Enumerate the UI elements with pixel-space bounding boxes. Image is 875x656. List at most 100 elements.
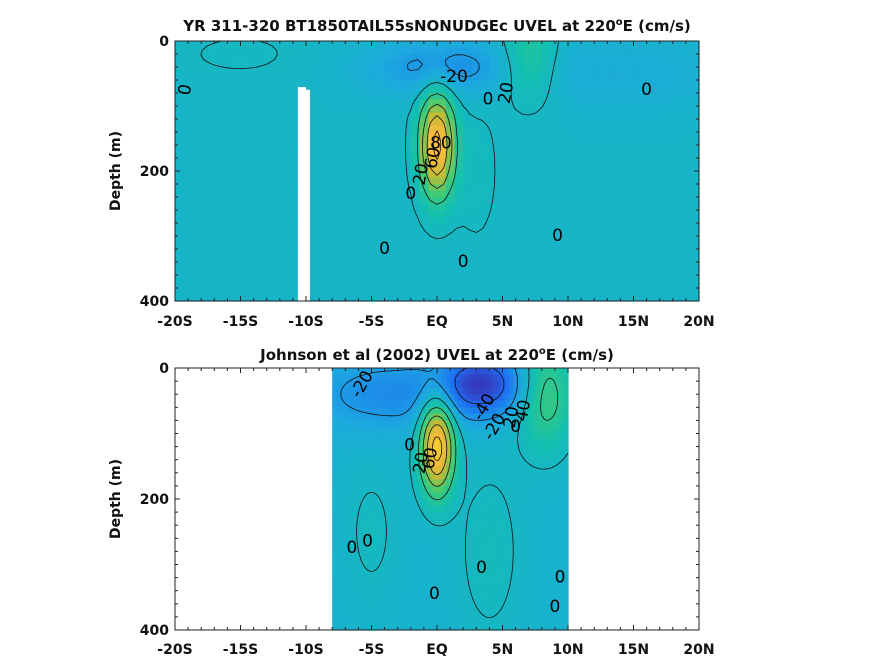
heatmap-cell bbox=[244, 255, 255, 263]
heatmap-cell bbox=[620, 158, 630, 166]
heatmap-cell bbox=[347, 420, 353, 428]
heatmap-cell bbox=[340, 158, 351, 166]
heatmap-cell bbox=[340, 86, 351, 94]
heatmap-cell bbox=[418, 577, 424, 585]
heatmap-cell bbox=[336, 420, 341, 428]
heatmap-cell bbox=[288, 47, 298, 55]
heatmap-cell bbox=[314, 125, 325, 133]
heatmap-cell bbox=[175, 203, 185, 211]
heatmap-cell bbox=[209, 106, 220, 114]
heatmap-cell bbox=[209, 223, 220, 231]
heatmap-cell bbox=[497, 544, 502, 552]
heatmap-cell bbox=[489, 420, 494, 428]
heatmap-cell bbox=[548, 387, 553, 395]
heatmap-cell bbox=[690, 125, 700, 133]
heatmap-cell bbox=[540, 538, 546, 546]
heatmap-cell bbox=[493, 426, 498, 435]
heatmap-cell bbox=[564, 512, 569, 520]
heatmap-cell bbox=[454, 132, 464, 140]
heatmap-cell bbox=[568, 132, 578, 140]
heatmap-cell bbox=[681, 145, 691, 153]
heatmap-cell bbox=[314, 106, 325, 114]
heatmap-cell bbox=[485, 466, 490, 474]
heatmap-cell bbox=[620, 262, 630, 270]
heatmap-cell bbox=[509, 584, 514, 592]
heatmap-cell bbox=[520, 479, 526, 487]
heatmap-cell bbox=[288, 242, 298, 250]
heatmap-cell bbox=[419, 229, 429, 237]
heatmap-cell bbox=[489, 41, 499, 49]
heatmap-cell bbox=[314, 203, 325, 211]
heatmap-cell bbox=[611, 151, 621, 159]
heatmap-cell bbox=[347, 479, 353, 487]
heatmap-cell bbox=[463, 262, 473, 270]
heatmap-cell bbox=[351, 525, 357, 533]
heatmap-cell bbox=[509, 426, 514, 435]
heatmap-cell bbox=[446, 518, 451, 526]
heatmap-cell bbox=[402, 223, 412, 231]
heatmap-cell bbox=[422, 446, 428, 454]
heatmap-cell bbox=[271, 60, 281, 68]
heatmap-cell bbox=[548, 446, 553, 454]
heatmap-cell bbox=[253, 164, 263, 172]
heatmap-cell bbox=[556, 400, 561, 408]
heatmap-cell bbox=[437, 288, 447, 296]
heatmap-cell bbox=[629, 119, 639, 127]
heatmap-cell bbox=[505, 603, 510, 611]
heatmap-cell bbox=[681, 255, 691, 263]
heatmap-cell bbox=[383, 374, 388, 382]
heatmap-cell bbox=[371, 623, 377, 631]
heatmap-cell bbox=[620, 86, 630, 94]
heatmap-cell bbox=[349, 236, 359, 244]
heatmap-cell bbox=[218, 112, 228, 120]
heatmap-cell bbox=[457, 499, 463, 507]
heatmap-cell bbox=[498, 177, 508, 185]
heatmap-cell bbox=[383, 499, 388, 507]
heatmap-cell bbox=[236, 125, 246, 133]
heatmap-cell bbox=[457, 413, 463, 421]
heatmap-cell bbox=[520, 420, 526, 428]
heatmap-cell bbox=[426, 466, 432, 474]
heatmap-cell bbox=[442, 485, 447, 494]
heatmap-cell bbox=[387, 492, 392, 500]
heatmap-cell bbox=[629, 112, 639, 120]
heatmap-cell bbox=[445, 106, 456, 114]
heatmap-cell bbox=[576, 275, 587, 283]
heatmap-cell bbox=[477, 394, 483, 402]
heatmap-cell bbox=[471, 73, 482, 81]
heatmap-cell bbox=[375, 433, 380, 441]
heatmap-cell bbox=[552, 512, 557, 520]
heatmap-cell bbox=[681, 132, 691, 140]
heatmap-cell bbox=[544, 603, 549, 611]
heatmap-cell bbox=[515, 86, 525, 94]
heatmap-cell bbox=[426, 387, 432, 395]
heatmap-cell bbox=[489, 426, 494, 435]
heatmap-cell bbox=[681, 236, 691, 244]
panel-bottom: Johnson et al (2002) UVEL at 220oE (cm/s… bbox=[108, 346, 715, 656]
heatmap-cell bbox=[480, 138, 490, 146]
heatmap-cell bbox=[358, 60, 368, 68]
heatmap-cell bbox=[209, 262, 220, 270]
heatmap-cell bbox=[664, 223, 674, 231]
heatmap-cell bbox=[209, 281, 220, 289]
heatmap-cell bbox=[454, 590, 459, 598]
heatmap-cell bbox=[637, 236, 648, 244]
heatmap-cell bbox=[183, 281, 194, 289]
heatmap-cell bbox=[664, 177, 674, 185]
heatmap-cell bbox=[524, 67, 534, 75]
chart-title-bottom: Johnson et al (2002) UVEL at 220oE (cm/s… bbox=[259, 346, 614, 364]
heatmap-cell bbox=[461, 374, 467, 382]
heatmap-cell bbox=[379, 466, 384, 474]
heatmap-cell bbox=[560, 446, 565, 454]
heatmap-cell bbox=[314, 73, 325, 81]
heatmap-cell bbox=[244, 184, 255, 192]
heatmap-cell bbox=[454, 93, 464, 101]
heatmap-cell bbox=[271, 216, 281, 224]
heatmap-cell bbox=[399, 577, 404, 585]
heatmap-cell bbox=[332, 190, 342, 198]
heatmap-cell bbox=[218, 294, 228, 302]
heatmap-cell bbox=[175, 210, 185, 218]
heatmap-cell bbox=[550, 119, 560, 127]
heatmap-cell bbox=[375, 171, 386, 179]
heatmap-cell bbox=[375, 446, 380, 454]
